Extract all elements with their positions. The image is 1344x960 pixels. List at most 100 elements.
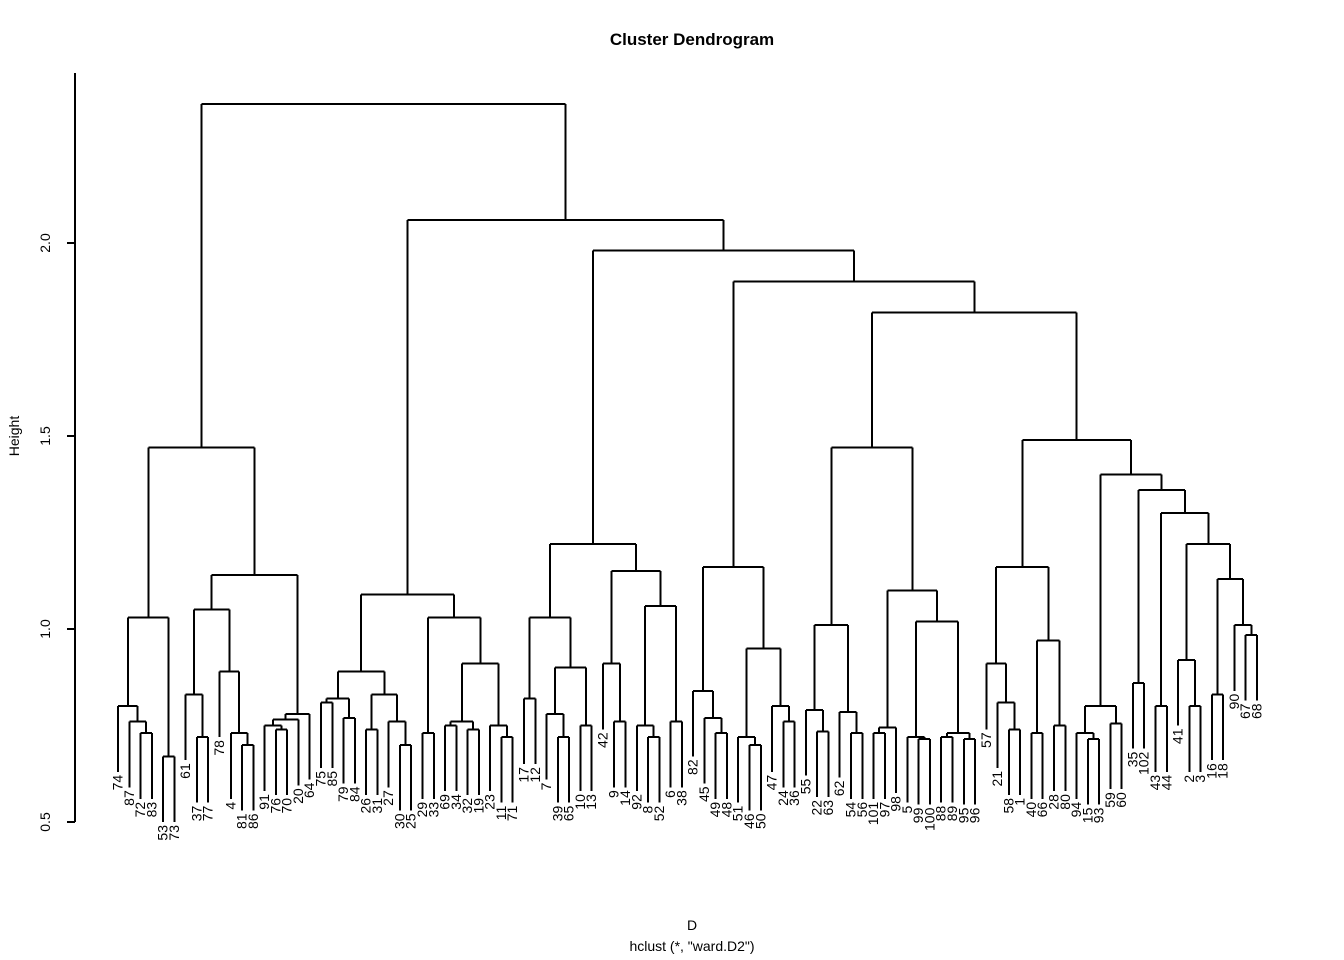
leaf-label: 51 — [730, 805, 746, 821]
leaf-label: 52 — [651, 805, 667, 821]
leaf-label: 101 — [865, 802, 881, 826]
leaf-label: 27 — [380, 790, 396, 806]
leaf-label: 89 — [944, 805, 960, 821]
leaf-label: 31 — [369, 798, 385, 814]
leaf-label: 1 — [1012, 798, 1028, 806]
leaf-label: 91 — [256, 794, 272, 810]
leaf-label: 62 — [831, 780, 847, 796]
leaf-label: 39 — [549, 805, 565, 821]
leaf-label: 96 — [967, 807, 983, 823]
leaf-label: 44 — [1158, 775, 1174, 791]
leaf-label: 56 — [854, 802, 870, 818]
leaf-label: 19 — [470, 798, 486, 814]
leaf-label: 67 — [1237, 703, 1253, 719]
leaf-label: 38 — [673, 790, 689, 806]
y-axis-tick-label: 0.5 — [37, 812, 53, 832]
leaf-label: 17 — [515, 767, 531, 783]
leaf-label: 49 — [707, 802, 723, 818]
leaf-label: 99 — [910, 807, 926, 823]
x-axis-label: D — [686, 917, 698, 933]
leaf-label: 59 — [1102, 792, 1118, 808]
leaf-label: 32 — [459, 798, 475, 814]
leaf-label: 6 — [662, 790, 678, 798]
leaf-label: 22 — [809, 800, 825, 816]
leaf-label: 69 — [437, 794, 453, 810]
leaf-label: 63 — [820, 800, 836, 816]
leaf-label: 74 — [110, 775, 126, 791]
leaf-label: 26 — [358, 798, 374, 814]
leaf-label: 61 — [177, 763, 193, 779]
leaf-label: 16 — [1203, 763, 1219, 779]
leaf-label: 75 — [312, 771, 328, 787]
leaf-label: 57 — [978, 732, 994, 748]
leaf-label: 92 — [628, 794, 644, 810]
leaf-label: 24 — [775, 790, 791, 806]
leaf-label: 47 — [764, 775, 780, 791]
leaf-label: 73 — [166, 825, 182, 841]
leaf-label: 3 — [1192, 775, 1208, 783]
leaf-label: 33 — [425, 802, 441, 818]
leaf-label: 20 — [290, 788, 306, 804]
leaf-label: 4 — [222, 802, 238, 810]
leaf-label: 102 — [1136, 751, 1152, 775]
leaf-label: 50 — [752, 813, 768, 829]
leaf-label: 95 — [955, 807, 971, 823]
leaf-label: 7 — [538, 782, 554, 790]
leaf-label: 46 — [741, 813, 757, 829]
leaf-label: 78 — [211, 740, 227, 756]
leaf-label: 30 — [391, 813, 407, 829]
leaf-label: 98 — [888, 796, 904, 812]
leaf-label: 93 — [1091, 807, 1107, 823]
leaf-label: 53 — [155, 825, 171, 841]
leaf-label: 64 — [301, 782, 317, 798]
leaf-label: 86 — [245, 813, 261, 829]
leaf-label: 71 — [504, 805, 520, 821]
leaf-label: 55 — [797, 778, 813, 794]
leaf-label: 83 — [143, 802, 159, 818]
leaf-label: 70 — [279, 798, 295, 814]
leaf-label: 88 — [933, 805, 949, 821]
y-axis-tick-label: 2.0 — [37, 233, 53, 253]
leaf-label: 28 — [1046, 794, 1062, 810]
leaf-label: 85 — [324, 771, 340, 787]
leaf-label: 77 — [200, 805, 216, 821]
leaf-label: 41 — [1170, 728, 1186, 744]
leaf-label: 23 — [482, 794, 498, 810]
leaf-label: 97 — [876, 802, 892, 818]
leaf-label: 43 — [1147, 775, 1163, 791]
leaf-label: 48 — [718, 802, 734, 818]
leaf-label: 90 — [1226, 694, 1242, 710]
leaf-label: 58 — [1000, 798, 1016, 814]
leaf-label: 60 — [1113, 792, 1129, 808]
leaf-label: 82 — [685, 759, 701, 775]
leaf-label: 66 — [1034, 802, 1050, 818]
leaf-label: 14 — [617, 790, 633, 806]
leaf-label: 65 — [561, 805, 577, 821]
leaf-label: 37 — [188, 805, 204, 821]
leaf-label: 8 — [640, 805, 656, 813]
leaf-label: 25 — [403, 813, 419, 829]
y-axis-tick-label: 1.0 — [37, 619, 53, 639]
leaf-label: 9 — [606, 790, 622, 798]
leaf-label: 100 — [921, 807, 937, 831]
leaf-label: 42 — [594, 732, 610, 748]
leaf-label: 5 — [899, 805, 915, 813]
leaf-label: 13 — [583, 794, 599, 810]
leaf-label: 94 — [1068, 802, 1084, 818]
leaf-label: 35 — [1124, 751, 1140, 767]
leaf-label: 21 — [989, 771, 1005, 787]
leaf-label: 15 — [1079, 807, 1095, 823]
leaf-label: 34 — [448, 794, 464, 810]
leaf-label: 29 — [414, 802, 430, 818]
leaf-label: 79 — [335, 786, 351, 802]
leaf-label: 76 — [267, 798, 283, 814]
leaf-label: 12 — [527, 767, 543, 783]
leaf-label: 84 — [346, 786, 362, 802]
leaf-label: 36 — [786, 790, 802, 806]
chart-title: Cluster Dendrogram — [609, 30, 775, 49]
subtitle-hclust-call: hclust (*, "ward.D2") — [629, 938, 755, 954]
leaf-label: 72 — [132, 802, 148, 818]
leaf-label: 18 — [1215, 763, 1231, 779]
